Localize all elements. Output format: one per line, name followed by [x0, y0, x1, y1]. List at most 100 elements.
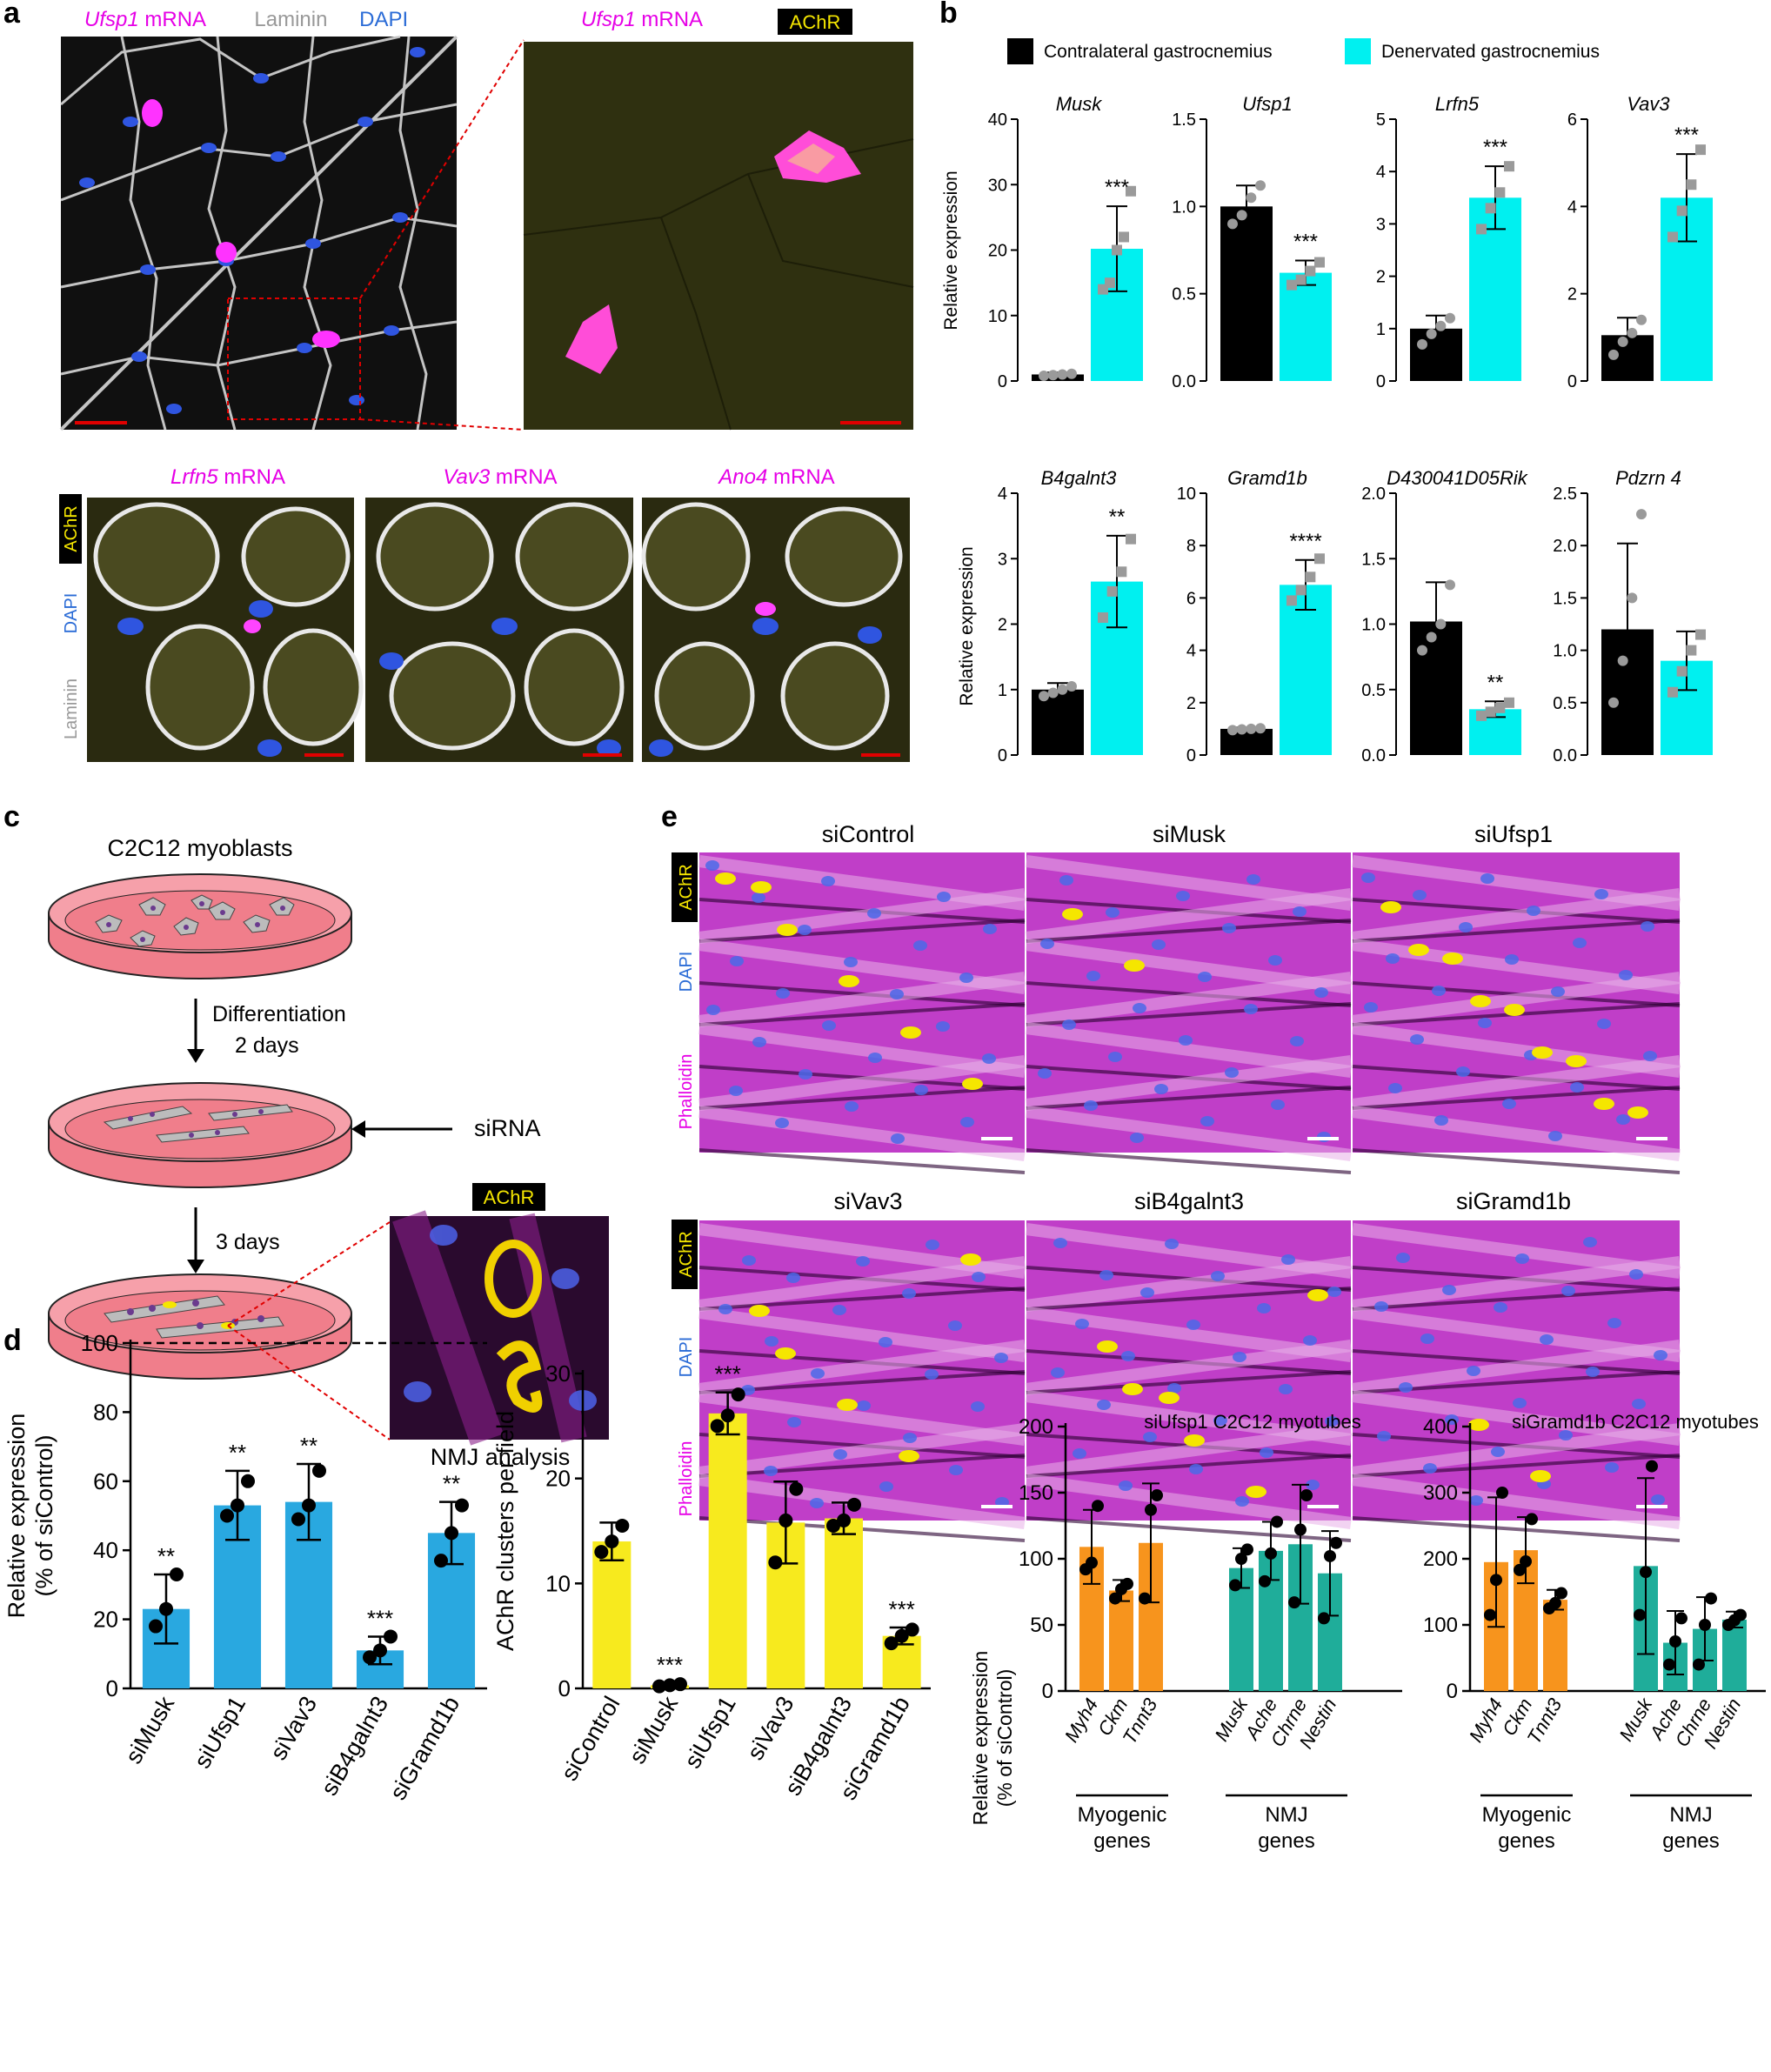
panel-a-bottom-title-2: Vav3 mRNA [443, 465, 557, 489]
achr-cluster [1184, 1434, 1205, 1447]
y-tick-label: 40 [988, 110, 1007, 130]
data-point [1494, 187, 1506, 198]
data-point [1663, 1658, 1675, 1671]
myotube-gap [1352, 1148, 1681, 1174]
y-tick-label: 1 [998, 681, 1007, 700]
x-tick-label: siVav3 [265, 1692, 323, 1764]
myotube-gap [1026, 1370, 1352, 1394]
data-point [1259, 1574, 1271, 1587]
data-point [1514, 1563, 1526, 1576]
significance-label: *** [1674, 124, 1699, 147]
y-tick-label: 0 [998, 746, 1007, 765]
data-point [1675, 1612, 1687, 1625]
nucleus [1198, 972, 1212, 982]
data-point [1255, 180, 1266, 191]
nucleus [1062, 1019, 1076, 1030]
data-point [1295, 274, 1307, 285]
data-point [847, 1497, 861, 1512]
myotube-gap [698, 1002, 1026, 1026]
achr-cluster [1122, 1383, 1143, 1395]
nucleus [1432, 986, 1446, 996]
data-point [789, 1481, 804, 1496]
group-label-nmj-2: genes [1258, 1829, 1314, 1853]
data-point [1445, 312, 1455, 324]
petri-dish-2 [48, 1082, 352, 1188]
data-point [1526, 1513, 1538, 1526]
panel-letter-b: b [939, 0, 958, 30]
bar-Nestin [1722, 1619, 1747, 1691]
nucleus [1235, 1496, 1249, 1507]
myotube [698, 1055, 1026, 1111]
nucleus [1165, 1239, 1179, 1249]
nucleus [1189, 1464, 1203, 1474]
nucleus [1290, 1036, 1304, 1046]
nucleus [936, 1021, 950, 1032]
data-point [291, 1512, 305, 1527]
y-tick-label: 10 [545, 1570, 571, 1596]
y-tick-label: 60 [93, 1468, 118, 1494]
y-tick-label: 1.0 [1361, 616, 1386, 635]
data-point [1695, 144, 1706, 156]
nucleus [1084, 1100, 1098, 1111]
data-point [159, 1601, 173, 1616]
bar-contralateral [1220, 206, 1273, 381]
achr-inset-label-box [472, 1183, 545, 1211]
nucleus [718, 1304, 732, 1314]
data-point [1485, 706, 1496, 718]
nucleus [1583, 1237, 1597, 1247]
nucleus [1260, 1447, 1273, 1458]
data-point [1145, 1503, 1157, 1516]
group-label-nmj: NMJ [1669, 1803, 1712, 1827]
y-tick-label: 80 [93, 1399, 118, 1425]
panel-letter-a: a [3, 0, 21, 30]
nucleus [1038, 1068, 1052, 1079]
nucleus [786, 1273, 800, 1283]
arrowhead-1 [187, 1049, 204, 1063]
lrfn5-gene-label: Lrfn5 [170, 465, 218, 489]
nucleus [1377, 1431, 1391, 1441]
y-tick-label: 20 [93, 1607, 118, 1633]
significance-label: **** [1289, 530, 1321, 553]
micrograph-tile-2 [1026, 852, 1352, 1174]
data-point [1039, 691, 1049, 702]
chart-b-gramd1b: 0 2 4 6 8 10 Gramd1b **** [1177, 467, 1332, 765]
nucleus [994, 1353, 1008, 1363]
nucleus [879, 1337, 892, 1347]
data-point [1693, 1658, 1705, 1671]
nucleus [1303, 1335, 1317, 1346]
x-tick-label: Myh4 [1060, 1694, 1103, 1746]
myotube [1026, 888, 1352, 944]
data-point [170, 1567, 184, 1581]
nmj-analysis-label: NMJ analysis [431, 1444, 571, 1470]
y-axis-label: AChR clusters per field [492, 1411, 518, 1651]
nucleus [903, 1433, 917, 1443]
nucleus [810, 1498, 824, 1508]
y-tick-label: 4 [998, 485, 1007, 504]
myotube-gap [698, 1454, 1026, 1478]
nucleus [833, 1449, 847, 1460]
legend-label-denervated: Denervated gastrocnemius [1381, 42, 1600, 62]
data-point [1286, 279, 1297, 291]
nucleus [799, 1069, 812, 1079]
myotube-gap [1352, 1454, 1681, 1478]
data-point [1426, 632, 1437, 643]
data-point [1116, 566, 1127, 578]
chart-b-ufsp1: 0.0 0.5 1.0 1.5 Ufsp1 *** [1172, 93, 1332, 391]
nucleus [902, 1288, 916, 1299]
nucleus [1570, 1082, 1584, 1093]
nucleus [1059, 875, 1073, 886]
y-tick-label: 0 [1042, 1680, 1053, 1703]
bar-siB4galnt3 [825, 1518, 863, 1688]
nucleus [1413, 890, 1427, 900]
achr-cluster [1468, 1419, 1489, 1431]
legend-swatch-denervated [1345, 38, 1371, 64]
nucleus [1246, 874, 1260, 885]
nucleus [1374, 1301, 1388, 1312]
nucleus [1293, 906, 1307, 917]
panel-a-top-left-label: Ufsp1 mRNA Laminin DAPI [84, 8, 408, 31]
significance-label: *** [367, 1605, 393, 1631]
y-tick-label: 0 [1567, 372, 1577, 391]
data-point [594, 1545, 609, 1560]
micrograph-tile-4 [698, 1220, 1026, 1542]
myotube [1352, 1106, 1681, 1161]
